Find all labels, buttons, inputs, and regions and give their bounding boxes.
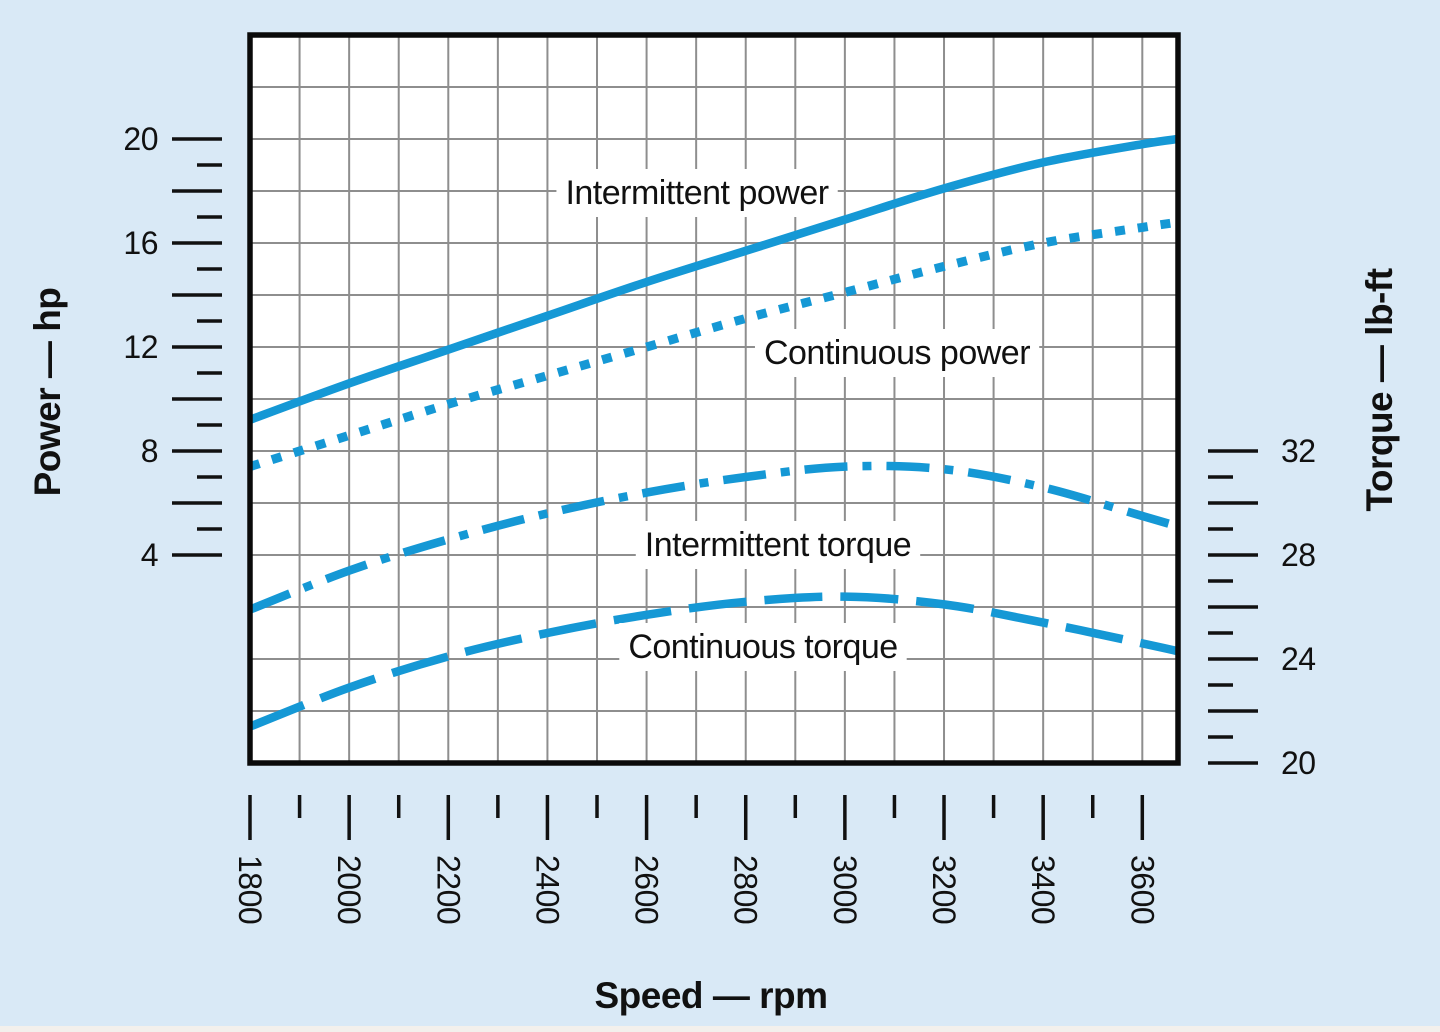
x-tick-label: 3400	[1025, 855, 1061, 924]
y-left-tick-label: 8	[141, 433, 158, 469]
curve-intermittent-torque	[250, 461, 1178, 614]
label-mask	[556, 169, 838, 217]
x-tick-label: 3200	[926, 855, 962, 924]
label-continuous-torque: Continuous torque	[628, 628, 897, 666]
curve-intermittent-power	[250, 134, 1178, 424]
plot-frame	[247, 32, 1181, 766]
label-continuous-power: Continuous power	[764, 334, 1030, 372]
curve-continuous-torque	[250, 592, 1178, 731]
y-left-axis-title: Power — hp	[27, 288, 68, 497]
x-tick-label: 2600	[629, 855, 665, 924]
y-right-tick-label: 28	[1281, 537, 1316, 573]
axis-ticks	[172, 137, 1258, 840]
label-intermittent-power: Intermittent power	[565, 174, 828, 212]
y-left-tick-label: 16	[123, 225, 158, 261]
x-tick-label: 2200	[430, 855, 466, 924]
label-intermittent-torque: Intermittent torque	[645, 526, 911, 564]
x-tick-label: 1800	[232, 855, 268, 924]
y-left-tick-label: 12	[123, 329, 158, 365]
y-left-tick-label: 4	[141, 537, 158, 573]
axis-tick-labels: 4 8 12 16 20 20 24 28 32 1800 2000 2200 2400 2600 2800…	[123, 121, 1316, 924]
label-mask	[754, 329, 1040, 377]
curve-continuous-power	[250, 217, 1178, 471]
curves	[250, 134, 1178, 731]
bottom-edge-strip	[0, 1026, 1440, 1032]
curve-labels: Intermittent power Continuous power Inte…	[556, 169, 1040, 671]
x-tick-label: 2400	[529, 855, 565, 924]
y-right-axis-title: Torque — lb-ft	[1359, 268, 1400, 511]
y-right-tick-label: 24	[1281, 641, 1316, 677]
x-tick-label: 2800	[728, 855, 764, 924]
y-right-tick-label: 20	[1281, 745, 1316, 781]
x-axis-title: Speed — rpm	[595, 975, 828, 1016]
y-right-tick-label: 32	[1281, 433, 1316, 469]
label-mask	[635, 521, 921, 569]
x-tick-label: 3600	[1124, 855, 1160, 924]
x-tick-label: 3000	[827, 855, 863, 924]
y-left-tick-label: 20	[123, 121, 158, 157]
x-tick-label: 2000	[331, 855, 367, 924]
label-mask	[619, 623, 907, 671]
